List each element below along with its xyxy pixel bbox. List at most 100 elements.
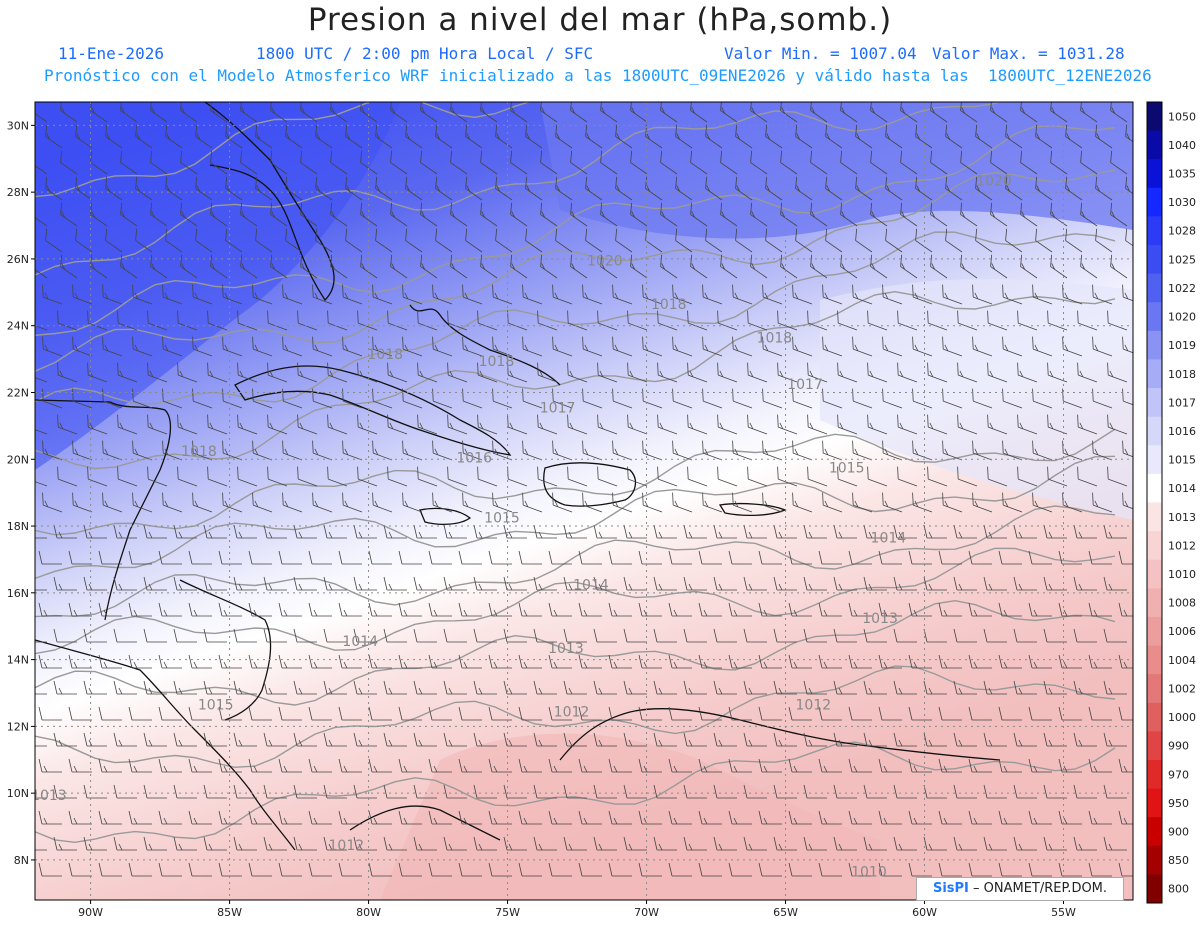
wind-barb-flag <box>704 500 709 508</box>
wind-barb-flag <box>134 448 139 456</box>
wind-barb <box>795 188 813 201</box>
wind-barb-flag <box>882 388 884 402</box>
wind-barb-flag <box>688 531 693 539</box>
wind-barb-flag <box>674 448 679 456</box>
wind-barb-flag <box>998 550 1003 565</box>
wind-barb-flag <box>944 344 949 352</box>
wind-barb-flag <box>448 583 453 591</box>
wind-barb-flag <box>342 388 344 402</box>
wind-barb-flag <box>810 202 813 215</box>
wind-barb-flag <box>1019 422 1024 430</box>
wind-barb-flag <box>871 263 876 270</box>
wind-barb <box>1003 296 1023 305</box>
wind-barb-flag <box>388 739 393 747</box>
wind-barb <box>945 188 963 201</box>
wind-barb <box>478 322 498 331</box>
wind-barb-flag <box>525 228 528 241</box>
colorbar-label: 1008 <box>1168 597 1196 610</box>
wind-barb-flag <box>149 422 154 430</box>
wind-barb-flag <box>443 732 448 747</box>
wind-barb <box>35 377 48 383</box>
wind-barb-flag <box>824 292 829 300</box>
wind-barb-flag <box>968 550 973 565</box>
wind-barb-flag <box>538 583 543 591</box>
wind-barb-flag <box>113 836 118 851</box>
wind-barb <box>1050 162 1068 175</box>
wind-barb-flag <box>953 836 958 851</box>
wind-barb-flag <box>927 310 929 324</box>
wind-barb-flag <box>658 843 663 851</box>
wind-barb-flag <box>374 448 379 456</box>
wind-barb-flag <box>598 843 603 851</box>
wind-barb-flag <box>988 739 993 747</box>
wind-barb <box>373 504 393 513</box>
wind-barb <box>120 266 138 279</box>
wind-barb <box>240 214 258 227</box>
wind-barb-flag <box>552 336 554 350</box>
wind-barb <box>718 426 738 435</box>
wind-barb-flag <box>583 661 588 669</box>
wind-barb-flag <box>315 124 318 137</box>
wind-barb <box>375 188 393 201</box>
lat-label: 22N <box>7 386 29 399</box>
wind-barb-flag <box>357 466 359 480</box>
wind-barb-flag <box>781 211 786 218</box>
wind-barb <box>555 240 573 253</box>
wind-barb-flag <box>76 185 81 192</box>
wind-barb-flag <box>1123 661 1128 669</box>
wind-barb-flag <box>788 862 793 877</box>
wind-barb-flag <box>1122 336 1124 350</box>
wind-barb-flag <box>583 609 588 617</box>
wind-barb-flag <box>608 862 613 877</box>
wind-barb-flag <box>35 113 36 114</box>
wind-barb-flag <box>1002 440 1004 454</box>
wind-barb <box>705 136 723 149</box>
wind-barb-flag <box>823 661 828 669</box>
wind-barb-flag <box>218 654 223 669</box>
wind-barb <box>988 322 1008 331</box>
wind-barb-flag <box>773 524 778 539</box>
wind-barb-flag <box>676 185 681 192</box>
wind-barb-flag <box>177 466 179 480</box>
wind-barb-flag <box>343 765 348 773</box>
wind-barb-flag <box>1111 263 1116 270</box>
wind-barb <box>825 240 843 253</box>
wind-barb-flag <box>148 531 153 539</box>
wind-barb-flag <box>383 628 388 643</box>
colorbar-label: 1019 <box>1168 339 1196 352</box>
wind-barb-flag <box>927 362 929 376</box>
wind-barb-flag <box>253 661 258 669</box>
colorbar-label: 1022 <box>1168 282 1196 295</box>
wind-barb <box>1065 240 1083 253</box>
wind-barb <box>35 113 48 123</box>
wind-barb <box>480 110 498 123</box>
wind-barb-flag <box>807 414 809 428</box>
wind-barb-flag <box>811 211 816 218</box>
colorbar-label: 850 <box>1168 854 1189 867</box>
wind-barb-flag <box>867 310 869 324</box>
wind-barb <box>103 348 123 357</box>
wind-barb-flag <box>683 836 688 851</box>
wind-barb-flag <box>338 550 343 565</box>
wind-barb <box>778 426 798 435</box>
wind-barb-flag <box>405 124 408 137</box>
wind-barb-flag <box>968 706 973 721</box>
wind-barb-flag <box>690 202 693 215</box>
wind-barb-flag <box>778 583 783 591</box>
wind-barb <box>270 162 288 175</box>
wind-barb-flag <box>968 810 973 825</box>
wind-barb-flag <box>736 133 741 140</box>
wind-barb-flag <box>477 310 479 324</box>
wind-barb-flag <box>612 492 614 506</box>
wind-barb <box>43 504 63 513</box>
wind-barb <box>450 162 468 175</box>
wind-barb <box>45 136 63 149</box>
wind-barb-flag <box>613 609 618 617</box>
wind-barb-flag <box>464 344 469 352</box>
wind-barb-flag <box>128 810 133 825</box>
wind-barb-flag <box>361 107 366 114</box>
wind-barb <box>960 266 978 279</box>
wind-barb-flag <box>1063 817 1068 825</box>
wind-barb-flag <box>747 362 749 376</box>
wind-barb-flag <box>867 466 869 480</box>
